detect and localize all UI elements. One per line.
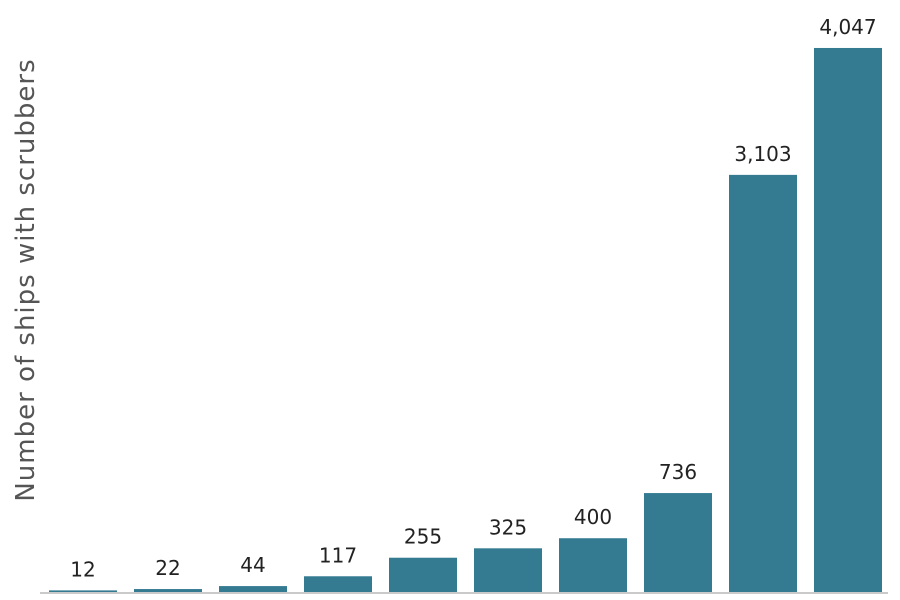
bar-9 <box>729 174 797 592</box>
data-label-4: 117 <box>319 543 357 567</box>
data-label-3: 44 <box>240 553 265 577</box>
bar-8 <box>644 493 712 592</box>
data-labels-group: 12 22 44 117 255 325 400 736 3,103 4,047 <box>70 15 876 581</box>
data-label-10: 4,047 <box>819 15 876 39</box>
data-label-1: 12 <box>70 557 95 581</box>
data-label-2: 22 <box>155 556 180 580</box>
bar-4 <box>304 576 372 592</box>
data-label-6: 325 <box>489 515 527 539</box>
bar-7 <box>559 538 627 592</box>
bar-10 <box>814 47 882 592</box>
bar-6 <box>474 548 542 592</box>
bar-1 <box>49 590 117 592</box>
bar-2 <box>134 589 202 592</box>
data-label-9: 3,103 <box>734 142 791 166</box>
bar-3 <box>219 586 287 592</box>
data-label-7: 400 <box>574 505 612 529</box>
data-label-8: 736 <box>659 460 697 484</box>
y-axis-label: Number of ships with scrubbers <box>11 58 41 501</box>
bar-5 <box>389 557 457 592</box>
data-label-5: 255 <box>404 525 442 549</box>
bars-group <box>49 47 882 592</box>
